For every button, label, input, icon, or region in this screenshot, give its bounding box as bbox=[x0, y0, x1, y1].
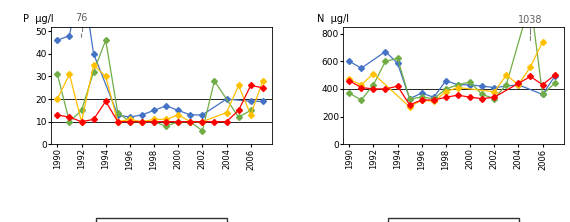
Text: 1038: 1038 bbox=[518, 15, 543, 25]
Legend: I, II, III, IV: I, II, III, IV bbox=[388, 218, 519, 222]
Legend: I, II, III, IV: I, II, III, IV bbox=[96, 218, 227, 222]
Text: 76: 76 bbox=[75, 13, 88, 23]
Text: N  µg/l: N µg/l bbox=[317, 14, 349, 24]
Text: P  µg/l: P µg/l bbox=[23, 14, 53, 24]
